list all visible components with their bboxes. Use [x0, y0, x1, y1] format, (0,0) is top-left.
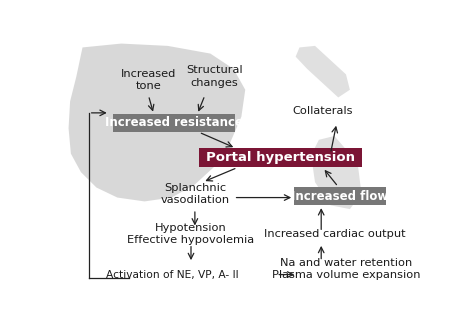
Text: Hypotension
Effective hypovolemia: Hypotension Effective hypovolemia — [128, 222, 255, 245]
Text: Structural
changes: Structural changes — [186, 66, 243, 88]
Text: Increased resistance: Increased resistance — [105, 117, 243, 129]
Text: Increased flow: Increased flow — [291, 190, 388, 203]
Text: Activation of NE, VP, A- II: Activation of NE, VP, A- II — [106, 269, 238, 280]
Polygon shape — [296, 46, 350, 97]
Text: Increased cardiac output: Increased cardiac output — [264, 229, 405, 239]
Text: Splanchnic
vasodilation: Splanchnic vasodilation — [160, 182, 229, 205]
Polygon shape — [311, 136, 362, 209]
FancyBboxPatch shape — [294, 187, 385, 205]
Polygon shape — [69, 44, 245, 202]
FancyBboxPatch shape — [113, 114, 235, 132]
Text: Portal hypertension: Portal hypertension — [206, 151, 355, 164]
Text: Increased
tone: Increased tone — [121, 69, 176, 91]
Text: Collaterals: Collaterals — [292, 106, 353, 116]
Text: Na and water retention
Plasma volume expansion: Na and water retention Plasma volume exp… — [272, 258, 420, 280]
FancyBboxPatch shape — [199, 148, 362, 167]
